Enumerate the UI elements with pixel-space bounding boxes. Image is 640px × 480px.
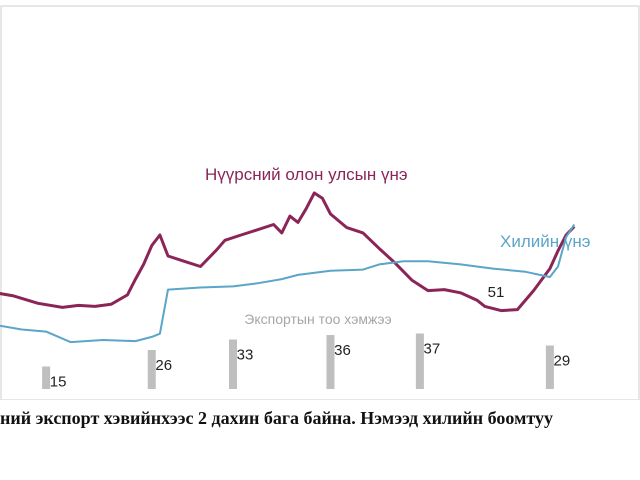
border-price-line bbox=[0, 223, 576, 344]
bar-value-label: 33 bbox=[237, 347, 254, 364]
export-volume-bar bbox=[229, 339, 237, 389]
caption-text: ний экспорт хэвийнхээс 2 дахин бага байн… bbox=[0, 408, 553, 428]
price-annotation-label: 51 bbox=[488, 284, 505, 301]
bar-value-label: 29 bbox=[554, 353, 571, 370]
bar-value-label: 36 bbox=[334, 342, 351, 359]
export-volume-bar bbox=[545, 345, 554, 389]
bar-series-label: Экспортын тоо хэмжээ bbox=[244, 311, 391, 327]
border-price-series-label: Хилийн үнэ bbox=[500, 232, 590, 251]
bar-value-label: 37 bbox=[424, 341, 441, 358]
export-volume-bar bbox=[326, 335, 335, 389]
bar-value-label: 15 bbox=[50, 374, 67, 391]
chart-canvas: 15 26 33 36 37 29 Экспортын тоо хэмжээ Нүүрсний… bbox=[0, 5, 640, 400]
chart-border bbox=[0, 5, 640, 400]
export-volume-bar bbox=[42, 366, 51, 389]
coal-price-series-label: Нүүрсний олон улсын үнэ bbox=[205, 165, 408, 184]
export-volume-bar bbox=[147, 350, 156, 389]
coal-price-line bbox=[0, 191, 576, 313]
bar-value-label: 26 bbox=[155, 357, 172, 374]
export-volume-bar bbox=[415, 333, 424, 389]
